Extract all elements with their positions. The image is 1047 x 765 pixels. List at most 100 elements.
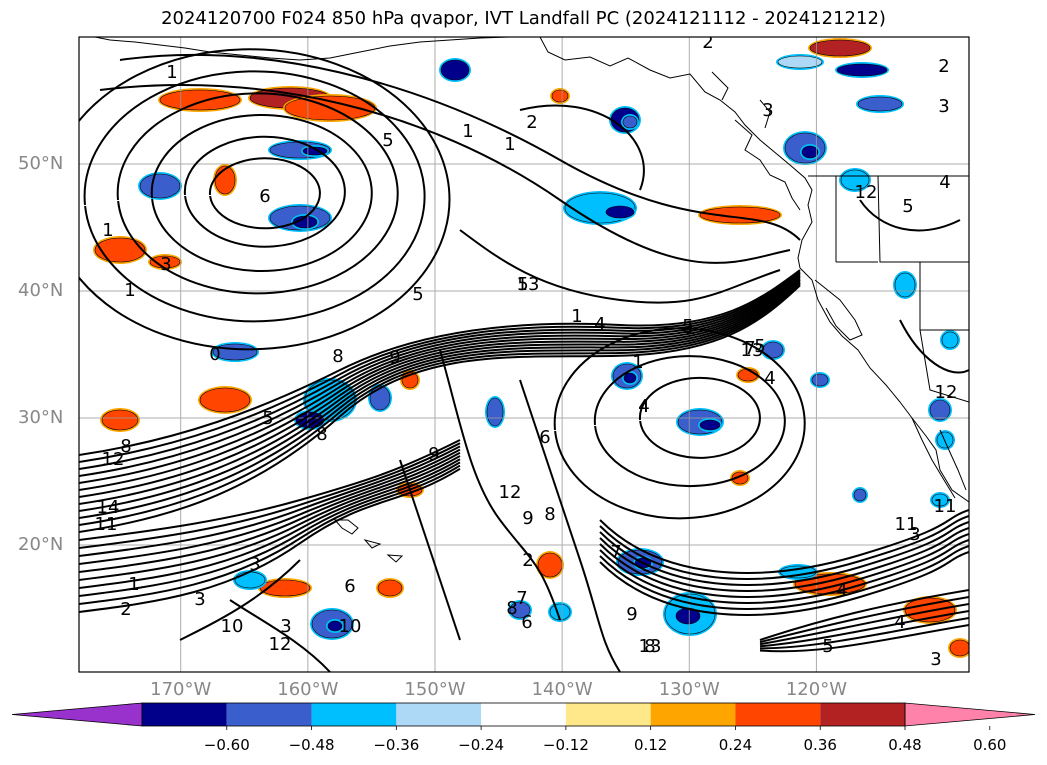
shading-patch [94, 237, 146, 263]
contour-value-label: 13 [517, 274, 540, 295]
contour-value-label: 0 [209, 344, 220, 365]
contour-value-label: 3 [249, 554, 260, 575]
contour-value-label: 12 [855, 182, 878, 203]
ivt-contour [519, 104, 645, 191]
colorbar-tick-label: −0.36 [373, 736, 420, 754]
shading-patch [699, 419, 721, 431]
ivt-contour [599, 521, 969, 586]
ivt-contour [79, 442, 461, 549]
state-borders [835, 175, 969, 403]
contour-value-label: 7 [610, 542, 621, 563]
ivt-contour [79, 279, 801, 505]
contour-value-label: 3 [160, 254, 171, 275]
contour-value-label: 8 [544, 504, 555, 525]
contour-value-label: 13 [741, 340, 764, 361]
contour-value-label: 2 [526, 112, 537, 133]
shading-patch [699, 206, 781, 224]
shading-patch [737, 368, 759, 382]
shading-patch [292, 215, 318, 229]
contour-value-label: 6 [539, 427, 550, 448]
bc-islands [711, 71, 801, 211]
ivt-contour [599, 515, 969, 580]
colorbar-block [311, 703, 397, 726]
ivt-contour [593, 355, 786, 488]
contour-value-label: 1 [632, 352, 643, 373]
shading-patch [809, 39, 871, 57]
colorbar-block [226, 703, 312, 726]
ivt-contour [79, 272, 801, 470]
ivt-contour [599, 551, 969, 616]
contour-value-label: 5 [682, 316, 693, 337]
lat-tick-label: 20°N [18, 534, 64, 555]
alaska-coast [539, 37, 813, 269]
lat-tick-label: 40°N [18, 280, 64, 301]
contour-value-label: 8 [120, 436, 131, 457]
contour-value-label: 4 [939, 172, 950, 193]
colorbar-extend-min [11, 702, 143, 727]
ivt-contour [99, 83, 791, 264]
contour-value-label: 9 [428, 444, 439, 465]
shading-patch [623, 372, 637, 384]
shading-patch [551, 89, 569, 103]
lon-tick-label: 120°W [785, 679, 847, 700]
map-frame [78, 36, 970, 673]
ivt-contour [599, 509, 969, 574]
shading-patch [159, 89, 241, 111]
ivt-contour [150, 114, 373, 272]
shading-patch [777, 55, 823, 69]
ivt-contour [439, 349, 561, 621]
contour-value-label: 13 [639, 636, 662, 657]
lon-tick-label: 170°W [150, 679, 212, 700]
shading-patch [894, 272, 916, 298]
shading-patch [801, 145, 819, 159]
ivt-contour [79, 276, 801, 491]
contour-value-label: 6 [259, 186, 270, 207]
contour-value-label: 2 [522, 550, 533, 571]
contour-value-label: 11 [95, 514, 118, 535]
contour-value-label: 1 [124, 280, 135, 301]
contour-value-label: 5 [262, 408, 273, 429]
shading-patch [327, 620, 343, 632]
ivt-contour [119, 53, 801, 241]
contour-value-label: 11 [895, 514, 918, 535]
shading-patch [836, 63, 888, 77]
ivt-contour [759, 617, 969, 650]
shading-patch [853, 488, 867, 502]
baja-california [911, 417, 967, 499]
ivt-contour [638, 376, 761, 459]
contour-value-label: 5 [822, 636, 833, 657]
ivt-contour [459, 229, 781, 304]
contour-value-label: 10 [339, 616, 362, 637]
ivt-contour [759, 624, 969, 653]
colorbar-extend-max [904, 702, 1036, 727]
contour-value-label: 12 [102, 449, 125, 470]
shading-patch [377, 579, 403, 597]
contour-value-label: 2 [938, 56, 949, 77]
colorbar-block [481, 703, 566, 726]
contour-value-label: 3 [762, 100, 773, 121]
puget-sound [814, 279, 863, 341]
colorbar-tick-label: 0.24 [718, 736, 753, 754]
contour-value-label: 8 [316, 424, 327, 445]
contour-value-label: 1 [504, 134, 515, 155]
shading-patch [486, 397, 504, 427]
ivt-contour [83, 70, 426, 323]
contour-value-label: 6 [344, 576, 355, 597]
ivt-contour [759, 596, 969, 644]
ivt-contour [859, 199, 961, 232]
colorbar [11, 702, 1036, 730]
ivt-contour [79, 283, 801, 526]
contour-value-label: 4 [638, 396, 649, 417]
ivt-contour [79, 448, 461, 565]
shading-patch [605, 205, 635, 219]
contour-value-label: 11 [934, 496, 957, 517]
contour-value-label: 3 [194, 589, 205, 610]
colorbar-block [735, 703, 821, 726]
ivt-contour [759, 610, 969, 648]
aleutian-chain [92, 37, 511, 61]
shading-patch [931, 493, 949, 507]
ivt-contour [759, 603, 969, 646]
ivt-contour [599, 545, 969, 610]
contour-value-label: 8 [332, 346, 343, 367]
